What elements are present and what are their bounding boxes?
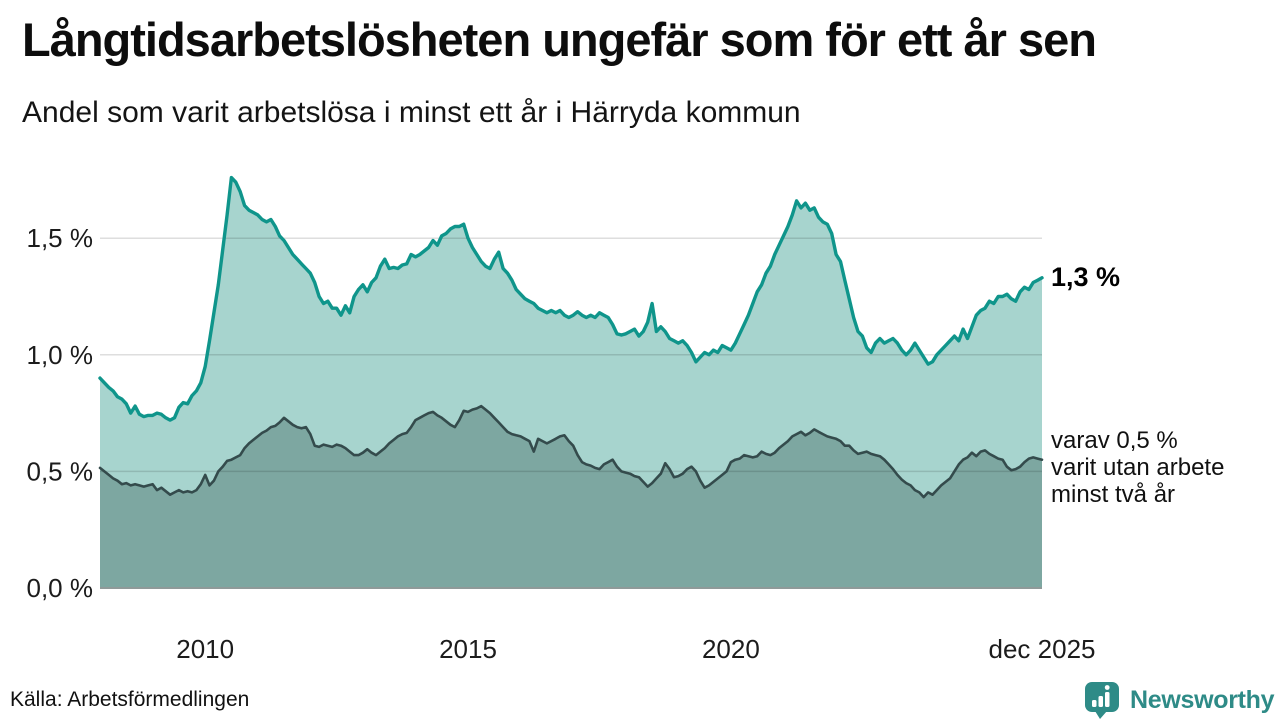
source-credit: Källa: Arbetsförmedlingen <box>10 688 250 711</box>
line-minst-ett-ar <box>98 175 1044 422</box>
newsworthy-wordmark: Newsworthy <box>1130 686 1275 714</box>
end-value-label: 1,3 % <box>1051 262 1121 292</box>
x-tick-label: 2020 <box>702 634 760 664</box>
line-minst-tva-ar <box>98 404 1044 499</box>
area-minst-tva-ar <box>100 406 1042 588</box>
secondary-series-note: varav 0,5 % varit utan arbete minst två … <box>1051 427 1224 508</box>
page-title: Långtidsarbetslösheten ungefär som för e… <box>22 13 1097 66</box>
unemployment-area-chart: 0,0 % 0,5 % 1,0 % 1,5 % 2010 2015 2020 dec 2025 <box>27 175 1096 664</box>
page-subtitle: Andel som varit arbetslösa i minst ett å… <box>22 96 801 129</box>
y-tick-label: 1,5 % <box>27 223 94 253</box>
note-line-2: varit utan arbete <box>1051 454 1225 481</box>
y-tick-label: 0,0 % <box>27 573 94 603</box>
newsworthy-bubble-icon <box>1085 682 1119 719</box>
note-line-1: varav 0,5 % <box>1051 427 1178 454</box>
y-tick-label: 0,5 % <box>27 456 94 486</box>
x-tick-label: dec 2025 <box>989 634 1096 664</box>
y-tick-label: 1,0 % <box>27 340 94 370</box>
x-tick-label: 2010 <box>176 634 234 664</box>
note-line-3: minst två år <box>1051 481 1176 508</box>
newsworthy-logo: Newsworthy <box>1084 681 1275 720</box>
x-tick-label: 2015 <box>439 634 497 664</box>
